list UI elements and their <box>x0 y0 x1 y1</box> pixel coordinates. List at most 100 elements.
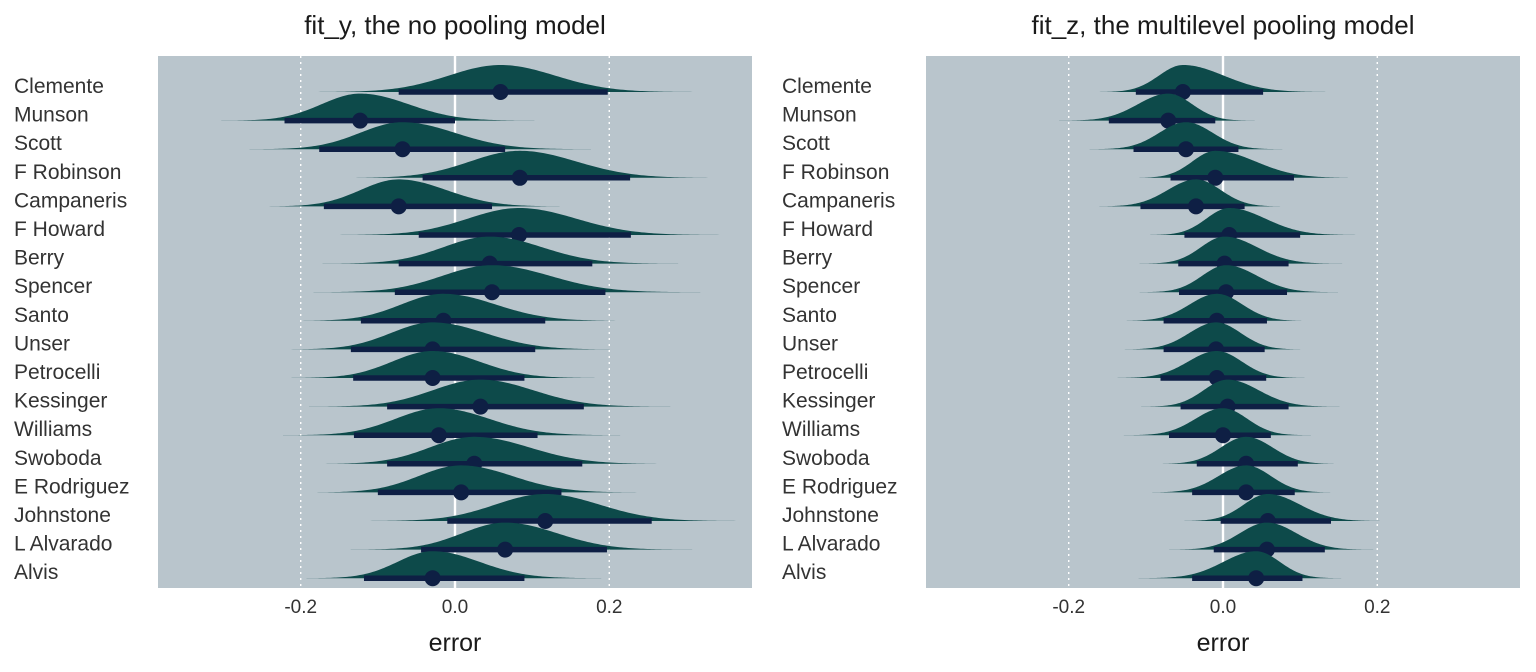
density-spencer <box>1139 265 1339 293</box>
y-label-e-rodriguez: E Rodriguez <box>782 475 898 498</box>
density-clemente <box>313 65 698 92</box>
median-point-l-alvarado <box>497 541 514 558</box>
density-unser <box>282 322 622 350</box>
y-label-petrocelli: Petrocelli <box>782 361 868 384</box>
x-axis-title: error <box>429 629 482 657</box>
y-label-williams: Williams <box>782 418 860 441</box>
y-label-f-robinson: F Robinson <box>782 161 889 184</box>
density-e-rodriguez <box>308 465 646 493</box>
x-tick-label: -0.2 <box>284 597 317 618</box>
density-kessinger <box>1141 379 1340 407</box>
density-johnstone <box>1181 494 1384 521</box>
y-label-f-howard: F Howard <box>782 218 873 241</box>
y-label-e-rodriguez: E Rodriguez <box>14 475 130 498</box>
y-label-johnstone: Johnstone <box>782 504 879 527</box>
median-point-f-robinson <box>511 169 528 186</box>
y-label-clemente: Clemente <box>14 75 104 98</box>
density-l-alvarado <box>1169 522 1374 550</box>
density-petrocelli <box>286 351 602 378</box>
x-tick-label: -0.2 <box>1052 597 1085 618</box>
median-point-scott <box>394 141 411 158</box>
median-point-scott <box>1177 141 1194 158</box>
y-label-campaneris: Campaneris <box>782 189 895 212</box>
y-label-williams: Williams <box>14 418 92 441</box>
density-berry <box>1139 236 1343 264</box>
density-unser <box>1119 322 1306 350</box>
y-label-swoboda: Swoboda <box>14 447 102 470</box>
panel-no-pooling: fit_y, the no pooling model Clemente Muns… <box>14 10 752 657</box>
y-label-petrocelli: Petrocelli <box>14 361 100 384</box>
median-point-munson <box>352 112 369 129</box>
density-petrocelli <box>1113 351 1308 378</box>
median-point-e-rodriguez <box>453 484 470 501</box>
x-axis-ticks: -0.2 0.0 0.2 <box>284 597 622 618</box>
median-point-alvis <box>424 570 441 587</box>
density-munson <box>1059 93 1255 121</box>
density-williams <box>282 408 621 436</box>
x-tick-label: 0.0 <box>442 597 468 618</box>
plot-marks <box>1059 65 1384 587</box>
y-label-scott: Scott <box>782 132 830 155</box>
density-santo <box>291 293 631 321</box>
y-label-unser: Unser <box>782 332 838 355</box>
y-label-l-alvarado: L Alvarado <box>782 533 880 556</box>
y-label-l-alvarado: L Alvarado <box>14 533 112 556</box>
median-point-e-rodriguez <box>1238 484 1255 501</box>
x-tick-label: 0.2 <box>596 597 622 618</box>
y-label-spencer: Spencer <box>14 275 92 298</box>
density-johnstone <box>365 494 741 521</box>
y-axis-labels: Clemente Munson Scott F Robinson Campaneris F… <box>782 75 898 584</box>
plot-marks <box>221 65 741 587</box>
panel-multilevel-pooling: fit_z, the multilevel pooling model Clem… <box>782 10 1520 657</box>
y-label-munson: Munson <box>782 104 857 127</box>
density-l-alvarado <box>350 522 693 550</box>
density-clemente <box>1096 65 1331 92</box>
y-label-f-robinson: F Robinson <box>14 161 121 184</box>
median-point-f-robinson <box>1207 169 1224 186</box>
y-label-campaneris: Campaneris <box>14 189 127 212</box>
median-point-clemente <box>492 84 509 100</box>
median-point-petrocelli <box>424 370 441 386</box>
density-scott <box>249 122 591 150</box>
y-label-kessinger: Kessinger <box>14 390 107 413</box>
density-alvis <box>1138 551 1342 579</box>
x-tick-label: 0.2 <box>1364 597 1390 618</box>
y-label-santo: Santo <box>782 304 837 327</box>
y-label-spencer: Spencer <box>782 275 860 298</box>
y-label-alvis: Alvis <box>782 561 826 584</box>
density-scott <box>1089 122 1283 150</box>
y-label-santo: Santo <box>14 304 69 327</box>
x-tick-label: 0.0 <box>1210 597 1236 618</box>
median-point-alvis <box>1248 570 1265 587</box>
y-label-scott: Scott <box>14 132 62 155</box>
median-point-munson <box>1160 112 1177 129</box>
density-berry <box>322 236 679 264</box>
x-axis-title: error <box>1197 629 1250 657</box>
density-santo <box>1119 293 1309 321</box>
density-f-robinson <box>1133 150 1360 178</box>
density-campaneris <box>261 179 571 207</box>
median-point-kessinger <box>472 398 489 415</box>
y-label-alvis: Alvis <box>14 561 58 584</box>
median-point-spencer <box>484 284 501 301</box>
density-munson <box>221 93 535 121</box>
density-f-howard <box>334 208 725 235</box>
panel-title: fit_z, the multilevel pooling model <box>1032 10 1415 40</box>
y-label-clemente: Clemente <box>782 75 872 98</box>
y-label-berry: Berry <box>782 247 833 270</box>
density-e-rodriguez <box>1146 465 1336 493</box>
y-label-swoboda: Swoboda <box>782 447 870 470</box>
density-f-robinson <box>341 150 723 178</box>
density-swoboda <box>314 436 673 464</box>
median-point-clemente <box>1174 84 1191 100</box>
density-alvis <box>306 551 602 579</box>
y-label-unser: Unser <box>14 332 70 355</box>
median-point-williams <box>430 427 447 444</box>
median-point-johnstone <box>537 513 554 529</box>
density-williams <box>1123 408 1311 436</box>
median-point-campaneris <box>1188 198 1204 215</box>
density-campaneris <box>1093 179 1286 207</box>
y-axis-labels: Clemente Munson Scott F Robinson Campaneris F… <box>14 75 130 584</box>
median-point-f-howard <box>511 227 528 243</box>
